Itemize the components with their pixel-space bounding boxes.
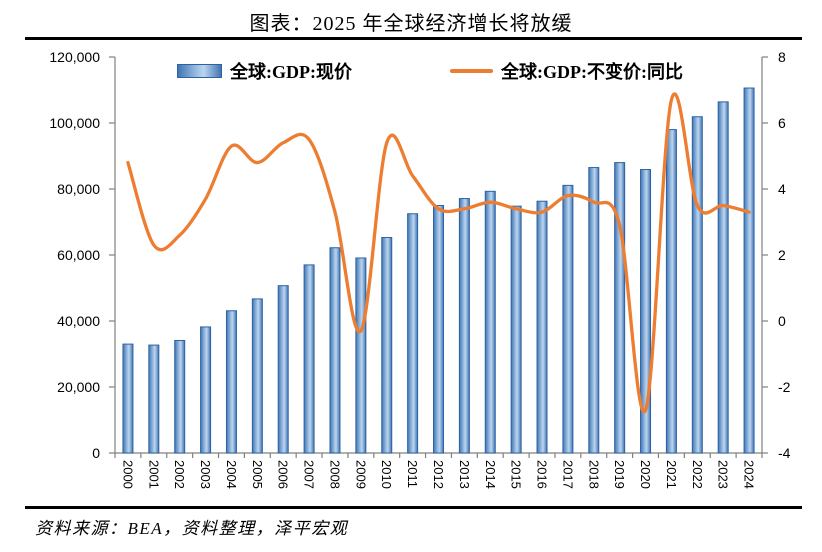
svg-text:100,000: 100,000 (49, 115, 100, 131)
svg-text:2010: 2010 (379, 460, 394, 489)
svg-text:2008: 2008 (327, 460, 342, 489)
svg-text:2011: 2011 (405, 460, 420, 488)
svg-text:8: 8 (778, 49, 786, 65)
svg-text:120,000: 120,000 (49, 49, 100, 65)
bottom-divider (25, 506, 802, 509)
svg-text:2017: 2017 (560, 460, 575, 489)
svg-text:2012: 2012 (431, 460, 446, 489)
svg-text:2: 2 (778, 247, 786, 263)
legend-label-bar: 全球:GDP:现价 (230, 62, 352, 82)
svg-text:0: 0 (778, 313, 786, 329)
source-note: 资料来源：BEA，资料整理，泽平宏观 (35, 519, 349, 538)
svg-text:4: 4 (778, 181, 786, 197)
svg-text:2022: 2022 (690, 460, 705, 489)
svg-text:80,000: 80,000 (57, 181, 100, 197)
svg-text:2023: 2023 (716, 460, 731, 489)
svg-text:20,000: 20,000 (57, 379, 100, 395)
svg-text:6: 6 (778, 115, 786, 131)
svg-text:-4: -4 (778, 445, 791, 461)
svg-text:2002: 2002 (172, 460, 187, 489)
chart-title: 图表：2025 年全球经济增长将放缓 (249, 13, 573, 35)
svg-text:2000: 2000 (120, 460, 135, 489)
svg-text:2024: 2024 (742, 460, 757, 489)
svg-text:2016: 2016 (535, 460, 550, 489)
svg-text:0: 0 (92, 445, 100, 461)
legend-item-gdp-constant-price-yoy: 全球:GDP:不变价:同比 (450, 58, 683, 84)
svg-text:2003: 2003 (198, 460, 213, 489)
svg-text:2005: 2005 (250, 460, 265, 489)
legend-label-line: 全球:GDP:不变价:同比 (501, 62, 683, 82)
svg-text:60,000: 60,000 (57, 247, 100, 263)
svg-text:2014: 2014 (483, 460, 498, 489)
bar-series-swatch-icon (177, 64, 222, 78)
svg-text:2007: 2007 (302, 460, 317, 489)
svg-text:2009: 2009 (353, 460, 368, 489)
svg-text:2015: 2015 (509, 460, 524, 489)
svg-text:2001: 2001 (146, 460, 161, 489)
svg-text:2004: 2004 (224, 460, 239, 489)
svg-text:2018: 2018 (586, 460, 601, 489)
svg-text:2019: 2019 (612, 460, 627, 489)
svg-text:2013: 2013 (457, 460, 472, 489)
svg-text:2006: 2006 (276, 460, 291, 489)
line-series-swatch-icon (450, 69, 493, 73)
svg-text:40,000: 40,000 (57, 313, 100, 329)
svg-text:-2: -2 (778, 379, 791, 395)
legend-item-gdp-current-price: 全球:GDP:现价 (177, 58, 352, 84)
top-divider (25, 37, 802, 40)
svg-text:2021: 2021 (664, 460, 679, 489)
svg-text:2020: 2020 (638, 460, 653, 489)
